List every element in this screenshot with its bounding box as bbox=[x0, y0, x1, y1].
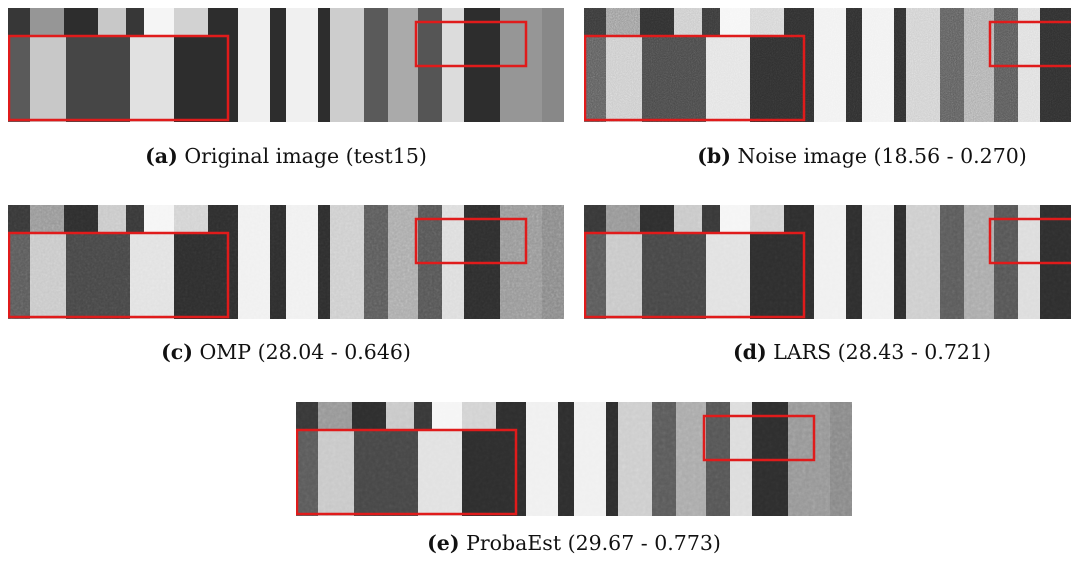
caption-e-text: ProbaEst (29.67 - 0.773) bbox=[466, 531, 721, 555]
caption-c-text: OMP (28.04 - 0.646) bbox=[199, 340, 411, 364]
caption-a: (a) Original image (test15) bbox=[8, 144, 564, 168]
probaest-image bbox=[296, 402, 852, 516]
original-image bbox=[8, 8, 564, 122]
caption-b: (b) Noise image (18.56 - 0.270) bbox=[584, 144, 1071, 168]
caption-a-label: (a) bbox=[145, 144, 178, 168]
lars-image bbox=[584, 205, 1071, 319]
caption-e-label: (e) bbox=[427, 531, 460, 555]
caption-d: (d) LARS (28.43 - 0.721) bbox=[584, 340, 1071, 364]
caption-b-label: (b) bbox=[697, 144, 731, 168]
caption-e: (e) ProbaEst (29.67 - 0.773) bbox=[296, 531, 852, 555]
caption-b-text: Noise image (18.56 - 0.270) bbox=[737, 144, 1027, 168]
caption-d-text: LARS (28.43 - 0.721) bbox=[773, 340, 991, 364]
caption-c-label: (c) bbox=[161, 340, 193, 364]
caption-d-label: (d) bbox=[732, 340, 767, 364]
caption-c: (c) OMP (28.04 - 0.646) bbox=[8, 340, 564, 364]
noise-image bbox=[584, 8, 1071, 122]
caption-a-text: Original image (test15) bbox=[184, 144, 427, 168]
omp-image bbox=[8, 205, 564, 319]
